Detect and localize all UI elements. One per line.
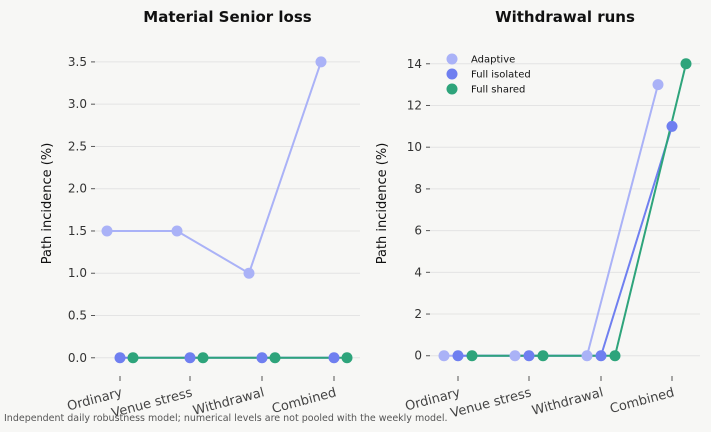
y-tick-label: 2 [414, 307, 422, 321]
y-tick-label: 1.5 [68, 224, 87, 238]
y-axis-label: Path incidence (%) [375, 143, 390, 265]
legend-label: Full isolated [471, 70, 531, 81]
data-point [466, 350, 478, 362]
legend-marker [446, 53, 458, 65]
x-tick-label: Combined [608, 385, 676, 417]
data-point [184, 352, 196, 364]
data-point [101, 225, 113, 237]
chart-title: Withdrawal runs [495, 8, 635, 26]
y-tick-label: 10 [407, 140, 422, 154]
y-tick-label: 0 [414, 349, 422, 363]
data-point [452, 350, 464, 362]
data-point [328, 352, 340, 364]
y-tick-label: 0.5 [68, 309, 87, 323]
data-point [609, 350, 621, 362]
data-point [256, 352, 268, 364]
y-tick-label: 2.5 [68, 139, 87, 153]
chart-panel-1: Material Senior loss 0.0 0.5 1.0 1.5 2.0 2.5 3.… [40, 8, 360, 421]
y-axis-label: Path incidence (%) [40, 143, 55, 265]
y-tick-label: 6 [414, 224, 422, 238]
series-line-full-shared [472, 63, 687, 357]
y-tick-label: 2.0 [68, 182, 87, 196]
data-point [509, 350, 521, 362]
y-tick-label: 3.5 [68, 55, 87, 69]
data-point [680, 58, 692, 70]
data-point [523, 350, 535, 362]
x-tick-label: Venue stress [449, 385, 533, 421]
data-point [581, 350, 593, 362]
y-tick-label: 3.0 [68, 97, 87, 111]
data-point [652, 79, 664, 91]
data-point [438, 350, 450, 362]
series-line-full-isolated [458, 126, 673, 357]
data-point [243, 267, 255, 279]
chart-title: Material Senior loss [143, 8, 312, 26]
data-point [127, 352, 139, 364]
legend: Adaptive Full isolated Full shared [446, 53, 531, 96]
y-tick-label: 1.0 [68, 266, 87, 280]
data-point [114, 352, 126, 364]
footnote: Independent daily robustness model; nume… [4, 413, 448, 424]
legend-marker [446, 83, 458, 95]
data-point [171, 225, 183, 237]
data-point [315, 56, 327, 68]
legend-label: Adaptive [471, 55, 515, 66]
data-point [537, 350, 549, 362]
y-tick-label: 14 [407, 57, 422, 71]
x-tick-label: Withdrawal [530, 385, 605, 418]
data-point [197, 352, 209, 364]
data-point [666, 120, 678, 132]
legend-marker [446, 68, 458, 80]
y-tick-label: 4 [414, 265, 422, 279]
data-point [341, 352, 353, 364]
series-line-adaptive [107, 61, 322, 275]
legend-label: Full shared [471, 85, 525, 96]
y-tick-label: 0.0 [68, 351, 87, 365]
y-tick-label: 8 [414, 182, 422, 196]
data-point [595, 350, 607, 362]
data-point [269, 352, 281, 364]
chart-panel-2: Withdrawal runs 0 2 4 6 8 10 12 14 Path incidence… [375, 8, 700, 421]
y-tick-label: 12 [407, 98, 422, 112]
